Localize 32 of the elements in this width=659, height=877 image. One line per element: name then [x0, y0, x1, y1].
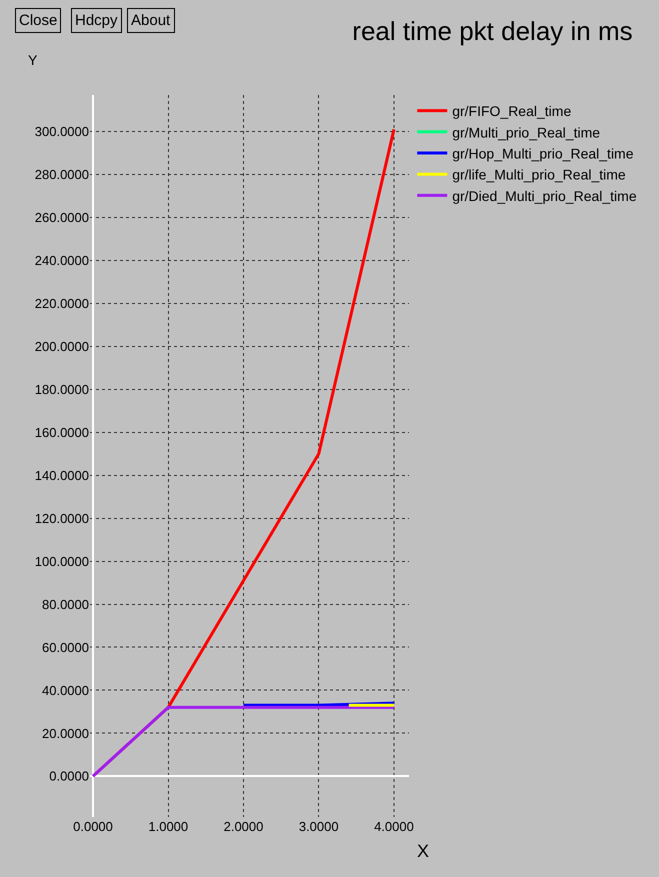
x-tick-label: 2.0000 [224, 819, 264, 834]
text: real time pkt delay in ms [352, 16, 633, 46]
y-tick-label: 40.0000 [42, 682, 89, 698]
legend-label: gr/Hop_Multi_prio_Real_time [452, 145, 634, 162]
y-tick-label: 80.0000 [42, 596, 89, 612]
y-tick-label: 200.0000 [34, 338, 89, 354]
legend-label: gr/life_Multi_prio_Real_time [452, 166, 626, 183]
y-tick-label: 120.0000 [34, 510, 89, 526]
y-tick-label: 160.0000 [34, 424, 89, 440]
y-axis-title: Y [28, 52, 38, 68]
y-tick-label: 180.0000 [34, 382, 89, 397]
y-tick-label: 0.0000 [49, 768, 89, 784]
text: Hdcpy [75, 12, 118, 29]
y-tick-label: 240.0000 [34, 253, 89, 268]
x-tick-label: 4.0000 [374, 819, 414, 834]
x-tick-label: 0.0000 [73, 819, 113, 834]
legend-label: gr/FIFO_Real_time [452, 103, 572, 120]
y-tick-label: 220.0000 [34, 296, 89, 311]
legend-label: gr/Multi_prio_Real_time [452, 124, 600, 140]
y-tick-label: 60.0000 [42, 640, 89, 655]
y-tick-label: 100.0000 [34, 554, 89, 569]
x-tick-label: 1.0000 [148, 819, 188, 834]
y-tick-label: 300.0000 [34, 124, 89, 140]
y-tick-label: 280.0000 [34, 167, 89, 182]
legend-label: gr/Died_Multi_prio_Real_time [452, 188, 637, 204]
y-tick-label: 140.0000 [34, 468, 89, 483]
y-tick-label: 20.0000 [42, 726, 89, 741]
x-tick-label: 3.0000 [298, 819, 339, 834]
text: About [131, 12, 172, 29]
x-axis-title: X [417, 841, 430, 861]
text: Close [19, 12, 58, 29]
y-tick-label: 260.0000 [34, 210, 89, 226]
